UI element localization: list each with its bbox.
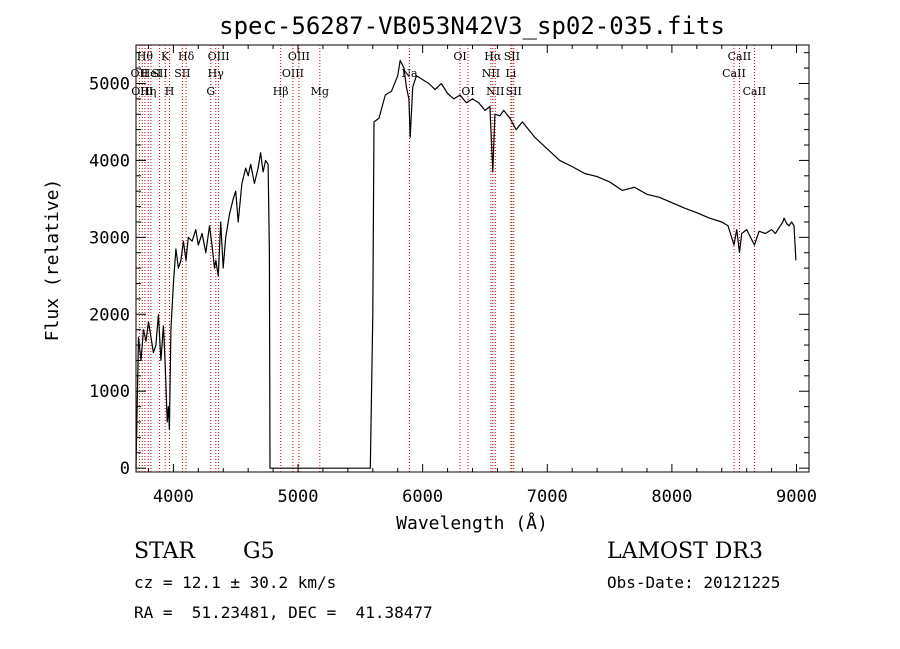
line-label-1: OIII: [131, 85, 153, 98]
line-label-13: Hβ: [273, 85, 289, 98]
line-label-26: CaII: [722, 67, 746, 80]
line-label-6: K: [161, 50, 170, 63]
x-tick-label-0: 4000: [153, 487, 194, 507]
y-tick-label-1: 1000: [89, 382, 130, 402]
line-label-8: SII: [174, 67, 190, 80]
line-label-14: OIII: [282, 67, 304, 80]
y-tick-label-3: 3000: [89, 228, 130, 248]
line-label-16: Mg: [311, 85, 329, 98]
y-tick-label-5: 5000: [89, 74, 130, 94]
object-subclass: G5: [243, 539, 275, 564]
line-label-2: Hθ: [137, 50, 154, 63]
line-label-28: CaII: [743, 85, 767, 98]
redshift-velocity: cz = 12.1 ± 30.2 km/s: [134, 573, 337, 592]
line-label-18: OI: [453, 50, 466, 63]
line-label-4: HeI: [141, 67, 161, 80]
spectrum-series: [135, 59, 797, 469]
x-tick-label-4: 8000: [651, 487, 692, 507]
line-label-23: Li: [505, 67, 516, 80]
line-label-24: SII: [504, 50, 520, 63]
axes-frame: [135, 44, 810, 473]
chart-title: spec-56287-VB053N42V3_sp02-035.fits: [219, 12, 725, 40]
y-tick-label-4: 4000: [89, 151, 130, 171]
axis-tick-labels: 4000 5000 6000 7000 8000 9000 0 1000 2000 3000 400…: [89, 74, 817, 507]
line-label-11: Hγ: [208, 67, 225, 80]
survey-name: LAMOST DR3: [607, 539, 763, 564]
coordinates: RA = 51.23481, DEC = 41.38477: [134, 603, 433, 622]
x-tick-label-3: 7000: [527, 487, 568, 507]
y-axis-label: Flux (relative): [42, 179, 63, 342]
line-label-21: Hα: [484, 50, 502, 63]
y-tick-label-2: 2000: [89, 305, 130, 325]
line-label-22: NII: [486, 85, 504, 98]
line-label-5: SII: [151, 67, 167, 80]
object-class: STAR: [134, 539, 195, 564]
line-label-20: NII: [482, 67, 500, 80]
x-tick-label-5: 9000: [776, 487, 817, 507]
line-label-0: OII: [131, 67, 149, 80]
spectral-line-labels: OIIOIIIHθHηHeISIIKHSIIHδGHγOIIIHβOIIIOII…: [131, 50, 767, 98]
line-label-9: Hδ: [178, 50, 195, 63]
line-label-7: H: [165, 85, 175, 98]
spectrum-line-0: [135, 59, 797, 469]
observation-date: Obs-Date: 20121225: [607, 573, 781, 592]
line-label-19: OI: [461, 85, 474, 98]
axis-ticks: [136, 45, 809, 472]
line-label-3: Hη: [140, 85, 156, 98]
x-axis-label: Wavelength (Å): [396, 512, 548, 534]
line-label-12: OIII: [208, 50, 230, 63]
x-tick-label-2: 6000: [402, 487, 443, 507]
y-tick-label-0: 0: [120, 459, 130, 479]
line-label-10: G: [206, 85, 215, 98]
x-tick-label-1: 5000: [278, 487, 319, 507]
spectral-line-markers: [138, 45, 755, 472]
line-label-15: OIII: [288, 50, 310, 63]
line-label-25: SII: [506, 85, 522, 98]
line-label-27: CaII: [728, 50, 752, 63]
